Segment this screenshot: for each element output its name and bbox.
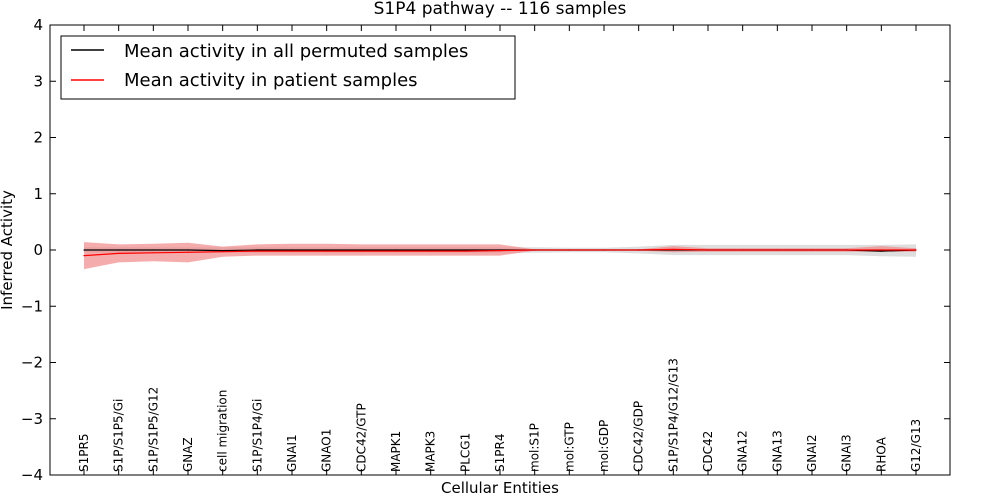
x-category-label: G12/G13 xyxy=(909,419,923,472)
patient-band-area xyxy=(84,242,916,270)
x-axis: S1PR5 S1P/S1P5/Gi S1P/S1P5/G12 GNAZ cell mig… xyxy=(77,25,923,475)
y-tick-label: −4 xyxy=(21,466,43,484)
y-tick-label: 0 xyxy=(33,241,43,259)
patient-point-16 xyxy=(638,249,640,251)
permuted-point-3 xyxy=(187,249,189,251)
x-category-label: RHOA xyxy=(874,436,888,472)
x-category-label: S1P/S1P5/Gi xyxy=(112,399,126,472)
patient-point-22 xyxy=(846,249,848,251)
permuted-point-10 xyxy=(430,249,432,251)
legend: Mean activity in all permuted samples Me… xyxy=(60,35,516,100)
chart-title: S1P4 pathway -- 116 samples xyxy=(374,0,627,19)
patient-point-14 xyxy=(568,249,570,251)
x-category-label: S1PR5 xyxy=(77,434,91,472)
patient-point-13 xyxy=(534,249,536,251)
permuted-point-1 xyxy=(118,249,120,251)
patient-point-7 xyxy=(326,250,328,252)
confidence-bands xyxy=(84,242,916,270)
x-category-label: S1P/S1P4/Gi xyxy=(250,399,264,472)
y-tick-label: 4 xyxy=(33,16,43,34)
x-category-label: GNAO1 xyxy=(320,429,334,472)
legend-label-patient: Mean activity in patient samples xyxy=(124,70,418,91)
patient-point-3 xyxy=(187,251,189,253)
patient-point-0 xyxy=(83,255,85,257)
x-category-label: mol:S1P xyxy=(528,423,542,472)
x-axis-label: Cellular Entities xyxy=(441,479,559,497)
y-tick-label: −1 xyxy=(21,297,43,315)
permuted-point-23 xyxy=(880,250,882,252)
y-tick-label: 3 xyxy=(33,72,43,90)
x-category-label: S1P/S1P5/G12 xyxy=(146,387,160,472)
series-lines xyxy=(83,248,917,257)
patient-point-8 xyxy=(360,250,362,252)
patient-point-2 xyxy=(152,252,154,254)
patient-point-6 xyxy=(291,250,293,252)
patient-point-19 xyxy=(742,249,744,251)
patient-point-20 xyxy=(776,249,778,251)
patient-point-11 xyxy=(464,250,466,252)
patient-point-24 xyxy=(915,249,917,251)
y-axis-label: Inferred Activity xyxy=(0,190,16,310)
patient-point-17 xyxy=(672,248,674,250)
patient-point-4 xyxy=(222,251,224,253)
x-category-label: GNAI2 xyxy=(805,434,819,472)
permuted-point-9 xyxy=(395,249,397,251)
x-category-label: S1P/S1P4/G12/G13 xyxy=(666,358,680,472)
x-category-label: CDC42 xyxy=(701,431,715,472)
patient-point-10 xyxy=(430,250,432,252)
x-category-label: GNAI3 xyxy=(840,434,854,472)
x-category-label: GNAI1 xyxy=(285,434,299,472)
x-category-label: S1PR4 xyxy=(493,434,507,472)
permuted-point-8 xyxy=(360,249,362,251)
y-tick-label: 1 xyxy=(33,185,43,203)
patient-point-5 xyxy=(256,250,258,252)
permuted-point-6 xyxy=(291,249,293,251)
y-tick-label: −2 xyxy=(21,354,43,372)
x-category-label: CDC42/GTP xyxy=(354,403,368,472)
permuted-point-11 xyxy=(464,249,466,251)
y-axis: 4 3 2 1 0 −1 −2 −3 −4 xyxy=(21,16,950,484)
patient-point-9 xyxy=(395,250,397,252)
x-category-label: GNA12 xyxy=(736,430,750,472)
y-tick-label: −3 xyxy=(21,410,43,428)
x-category-label: GNAZ xyxy=(181,437,195,472)
patient-point-23 xyxy=(880,249,882,251)
legend-box xyxy=(60,35,516,100)
x-category-label: cell migration xyxy=(216,390,230,472)
patient-point-18 xyxy=(707,249,709,251)
permuted-point-5 xyxy=(256,249,258,251)
x-category-label: MAPK3 xyxy=(424,431,438,472)
patient-point-1 xyxy=(118,252,120,254)
y-tick-label: 2 xyxy=(33,129,43,147)
x-category-label: mol:GDP xyxy=(597,420,611,472)
permuted-point-7 xyxy=(326,249,328,251)
x-category-label: PLCG1 xyxy=(458,433,472,472)
patient-point-12 xyxy=(499,250,501,252)
permuted-point-4 xyxy=(222,250,224,252)
permuted-point-2 xyxy=(152,249,154,251)
permuted-point-0 xyxy=(83,249,85,251)
x-category-label: GNA13 xyxy=(770,430,784,472)
legend-label-permuted: Mean activity in all permuted samples xyxy=(124,41,468,62)
x-category-label: CDC42/GDP xyxy=(632,401,646,472)
x-category-label: MAPK1 xyxy=(389,431,403,472)
patient-point-15 xyxy=(603,249,605,251)
x-category-label: mol:GTP xyxy=(562,422,576,472)
patient-point-21 xyxy=(811,249,813,251)
